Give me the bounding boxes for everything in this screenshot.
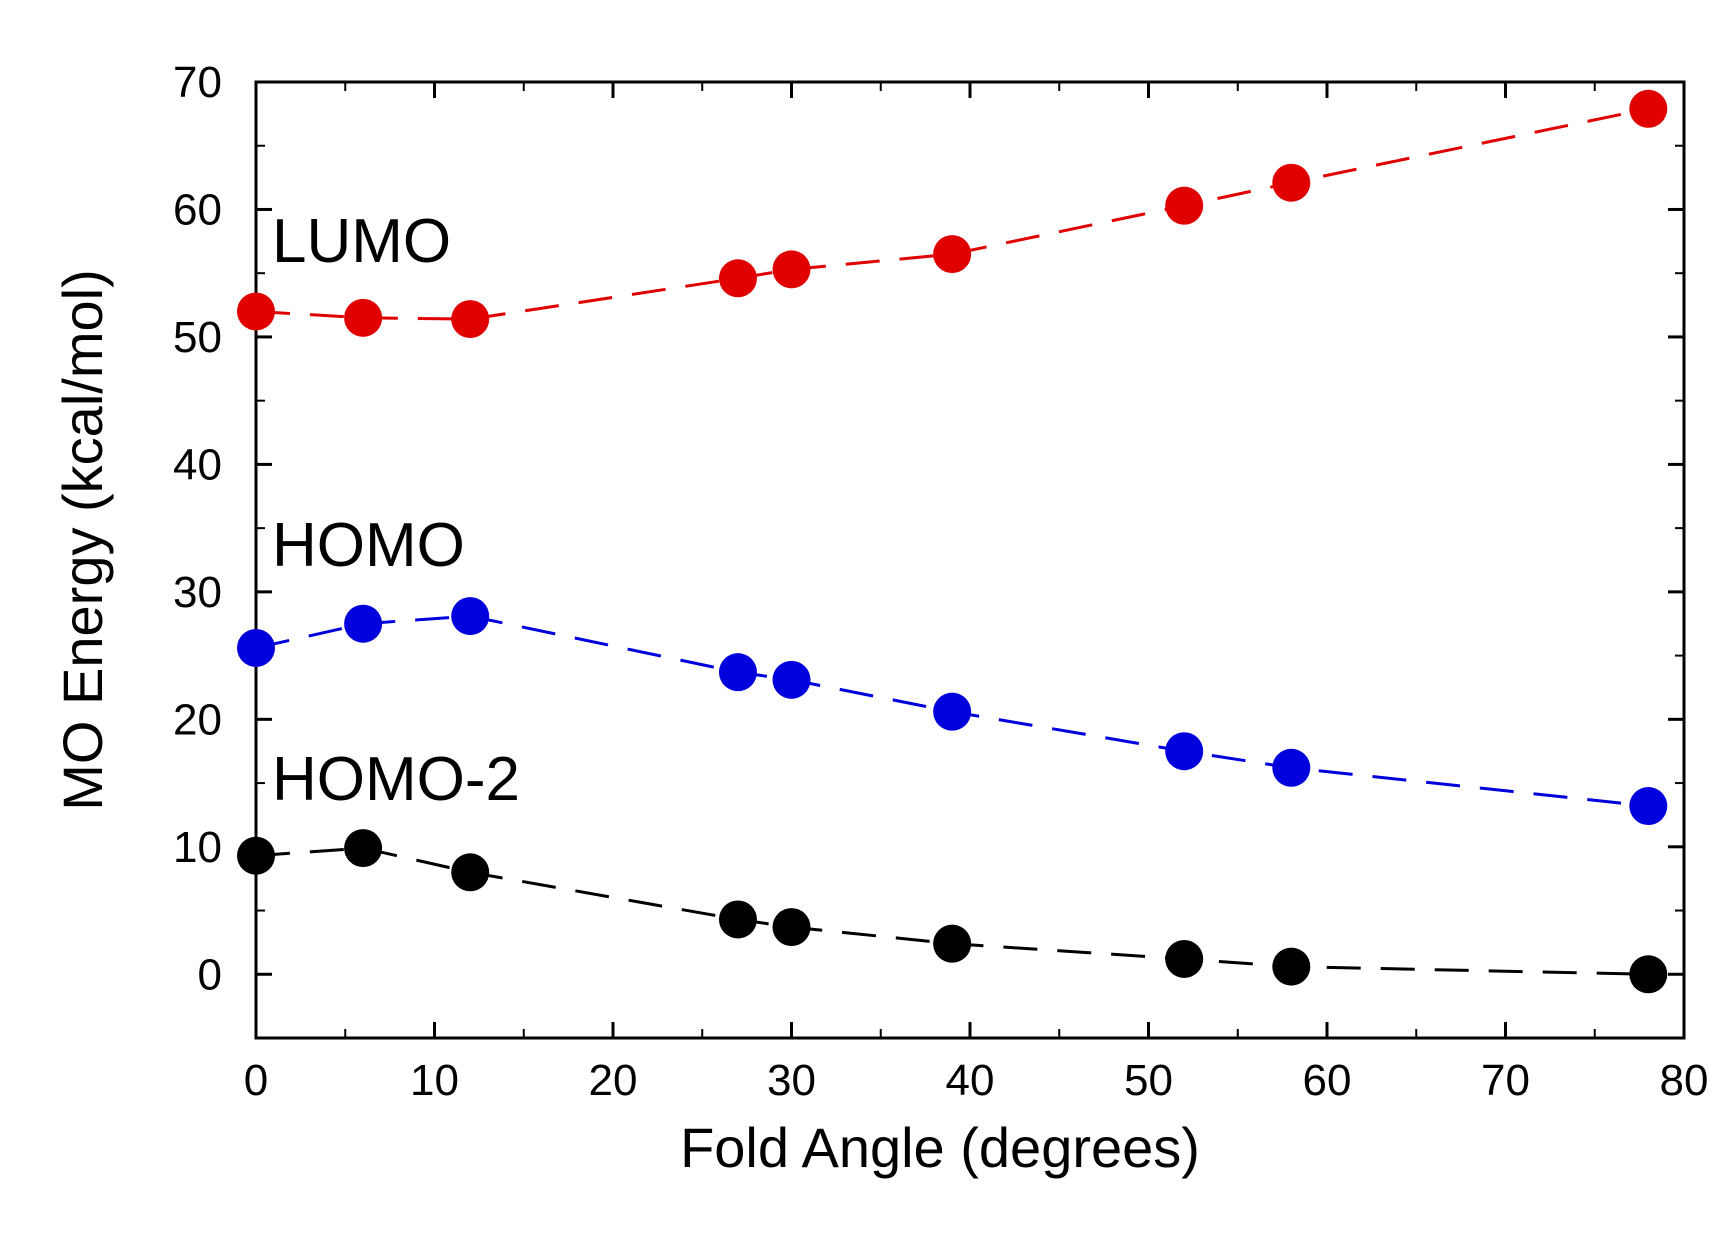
data-point: [718, 259, 757, 298]
x-tick-label: 30: [767, 1056, 816, 1105]
series-lumo: [237, 89, 1668, 339]
data-point: [933, 924, 972, 963]
data-point: [933, 692, 972, 731]
data-point: [344, 298, 383, 337]
data-point: [1165, 939, 1204, 978]
data-point: [344, 604, 383, 643]
data-point: [1629, 787, 1668, 826]
y-tick-label: 60: [173, 185, 222, 234]
x-tick-label: 20: [589, 1056, 638, 1105]
data-point: [718, 900, 757, 939]
x-tick-label: 70: [1481, 1056, 1530, 1105]
data-point: [451, 853, 490, 892]
data-point: [1272, 748, 1311, 787]
labels-layer: 0 10 20 30 40 50 60 70 80 0 10 20 30 40 50 60 70 Fold Ang…: [51, 58, 1708, 1179]
data-point: [1165, 732, 1204, 771]
data-point: [772, 660, 811, 699]
series-label: HOMO-2: [272, 745, 520, 814]
x-tick-label: 60: [1303, 1056, 1352, 1105]
y-axis-title: MO Energy (kcal/mol): [51, 269, 114, 810]
data-point: [772, 250, 811, 289]
plot-frame: [254, 80, 1686, 1040]
data-point: [344, 829, 383, 868]
axes: [254, 80, 1686, 1040]
x-tick-label: 0: [244, 1056, 268, 1105]
x-tick-label: 80: [1660, 1056, 1709, 1105]
data-point: [933, 235, 972, 274]
series-label: HOMO: [272, 511, 465, 580]
data-point: [237, 628, 275, 667]
data-point: [237, 836, 275, 875]
y-tick-label: 50: [173, 313, 222, 362]
data-point: [1272, 947, 1311, 986]
data-point: [451, 300, 490, 339]
series-homo-2: [237, 829, 1668, 994]
x-tick-label: 50: [1124, 1056, 1173, 1105]
y-tick-label: 20: [173, 695, 222, 744]
data-point: [1272, 163, 1311, 202]
x-tick-label: 40: [946, 1056, 995, 1105]
series-layer: [237, 89, 1668, 994]
data-point: [772, 908, 811, 947]
data-point: [1165, 186, 1204, 225]
y-tick-label: 70: [173, 58, 222, 107]
data-point: [1629, 89, 1668, 128]
x-axis-title: Fold Angle (degrees): [680, 1116, 1200, 1179]
data-point: [237, 292, 275, 331]
series-label: LUMO: [272, 207, 451, 276]
series-homo: [237, 597, 1668, 826]
data-point: [1629, 955, 1668, 994]
series-line: [255, 107, 1649, 321]
y-tick-label: 40: [173, 440, 222, 489]
x-tick-label: 10: [410, 1056, 459, 1105]
data-point: [718, 653, 757, 692]
data-point: [451, 597, 490, 636]
y-tick-label: 10: [173, 823, 222, 872]
y-tick-label: 30: [173, 568, 222, 617]
y-tick-label: 0: [198, 950, 222, 999]
